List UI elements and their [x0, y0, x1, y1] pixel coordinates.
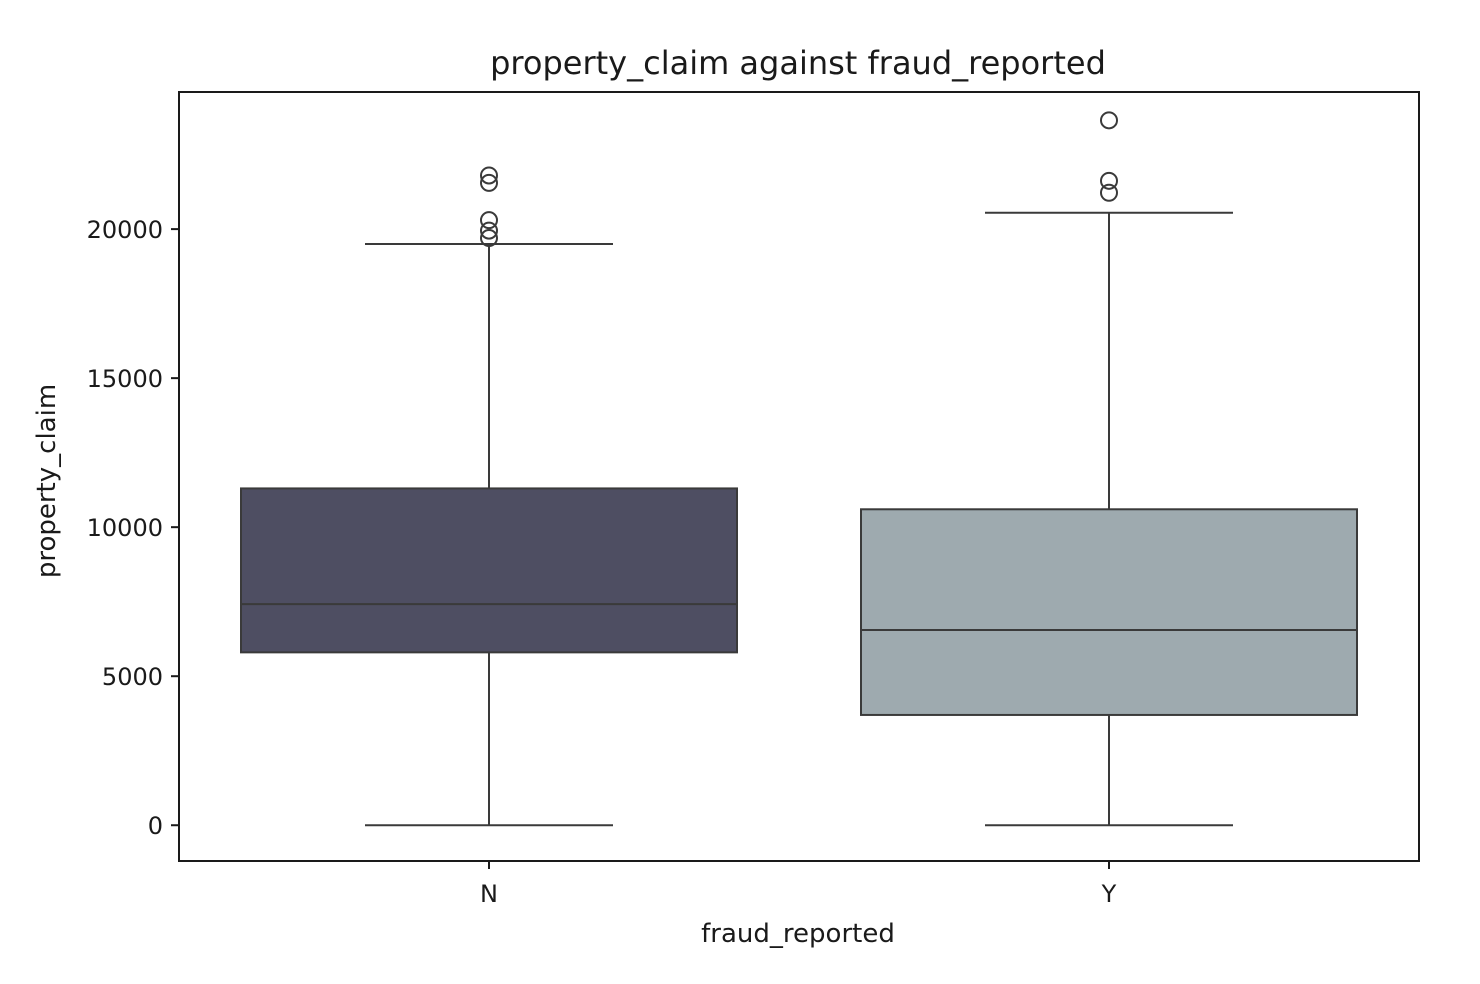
- box-group-y: [860, 111, 1358, 827]
- y-tick-label: 0: [148, 812, 163, 840]
- plot-area: [178, 91, 1420, 862]
- outlier-point: [480, 221, 498, 240]
- y-tick-label: 15000: [87, 365, 163, 393]
- boxes: [240, 111, 1358, 827]
- outlier-point: [1100, 171, 1118, 190]
- x-tick-label: Y: [1101, 880, 1117, 908]
- y-tick-label: 10000: [87, 514, 163, 542]
- outlier-point: [480, 211, 498, 230]
- y-tick-label: 20000: [87, 216, 163, 244]
- outlier-point: [480, 166, 498, 185]
- box-iqr: [240, 487, 738, 654]
- box-iqr: [860, 508, 1358, 716]
- outlier-point: [1100, 183, 1118, 202]
- x-axis-label: fraud_reported: [701, 919, 895, 949]
- y-tick-label: 5000: [102, 663, 163, 691]
- outlier-point: [480, 229, 498, 248]
- x-tick-label: N: [480, 880, 498, 908]
- outlier-point: [1100, 111, 1118, 130]
- outlier-point: [480, 173, 498, 192]
- y-axis: 0 5000 10000 15000 20000: [87, 216, 179, 840]
- y-axis-label: property_claim: [32, 384, 62, 578]
- chart-title: property_claim against fraud_reported: [490, 44, 1106, 82]
- box-group-n: [240, 166, 738, 827]
